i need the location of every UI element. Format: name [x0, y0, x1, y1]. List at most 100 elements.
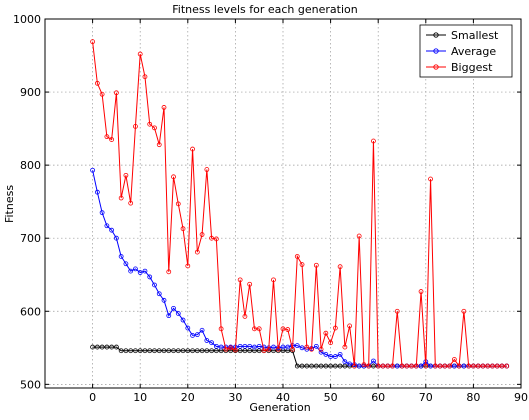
data-point-biggest — [114, 90, 119, 96]
data-point-biggest — [209, 235, 215, 241]
data-point-average — [299, 345, 305, 351]
data-point-average — [156, 291, 162, 297]
legend-label-biggest: Biggest — [451, 61, 493, 74]
data-point-biggest — [232, 347, 238, 353]
y-tick-label: 800 — [20, 159, 41, 172]
data-point-average — [394, 363, 400, 369]
data-point-biggest — [90, 39, 95, 45]
data-point-biggest — [466, 363, 472, 369]
x-tick-label: 70 — [419, 391, 433, 404]
data-point-biggest — [161, 105, 167, 110]
data-point-smallest — [175, 348, 181, 354]
data-point-smallest — [166, 348, 172, 354]
data-point-average — [147, 274, 153, 280]
data-point-average — [371, 358, 376, 364]
data-point-biggest — [294, 254, 300, 259]
x-tick-label: 40 — [276, 391, 290, 404]
data-point-biggest — [237, 277, 243, 283]
data-point-smallest — [128, 348, 134, 354]
data-point-average — [161, 297, 167, 303]
data-point-average — [237, 343, 243, 349]
data-point-average — [94, 189, 100, 195]
data-point-biggest — [104, 134, 110, 140]
data-point-average — [285, 344, 291, 350]
data-point-biggest — [309, 346, 314, 352]
data-point-smallest — [161, 348, 167, 354]
x-tick-label: 60 — [371, 391, 385, 404]
data-point-biggest — [432, 363, 438, 369]
data-point-average — [99, 210, 105, 216]
data-point-biggest — [323, 330, 329, 336]
data-point-smallest — [204, 348, 210, 354]
data-point-average — [280, 344, 286, 350]
x-axis-label: Generation — [249, 401, 310, 414]
x-tick-label: 90 — [514, 391, 528, 404]
y-tick-label: 700 — [20, 232, 41, 245]
data-point-smallest — [94, 344, 100, 350]
data-point-average — [90, 167, 95, 173]
data-point-smallest — [318, 363, 324, 369]
data-point-average — [171, 305, 176, 311]
data-point-biggest — [156, 142, 162, 148]
data-point-biggest — [351, 363, 357, 369]
data-point-biggest — [409, 363, 414, 369]
data-point-biggest — [475, 363, 481, 369]
y-axis-label: Fitness — [3, 185, 16, 223]
data-point-smallest — [118, 348, 124, 354]
data-point-biggest — [494, 363, 500, 369]
data-point-biggest — [137, 51, 143, 57]
data-point-biggest — [247, 281, 253, 287]
data-point-biggest — [194, 249, 200, 255]
data-point-average — [347, 361, 353, 367]
data-point-biggest — [261, 348, 267, 354]
data-point-average — [318, 349, 324, 355]
x-tick-label: 20 — [181, 391, 195, 404]
data-point-biggest — [280, 326, 286, 332]
data-point-average — [247, 343, 253, 349]
data-point-biggest — [152, 125, 157, 131]
data-point-biggest — [213, 236, 219, 242]
data-point-smallest — [299, 363, 305, 369]
data-point-biggest — [142, 74, 148, 80]
data-point-biggest — [175, 201, 181, 207]
data-point-biggest — [290, 346, 295, 352]
data-point-biggest — [423, 363, 429, 369]
data-point-average — [185, 325, 191, 331]
legend-label-average: Average — [451, 45, 496, 58]
data-point-biggest — [394, 308, 400, 314]
y-tick-label: 900 — [20, 86, 41, 99]
data-point-biggest — [185, 263, 191, 269]
data-point-smallest — [147, 348, 153, 354]
data-point-biggest — [190, 146, 195, 152]
data-point-biggest — [332, 325, 338, 331]
legend-item-smallest: Smallest — [426, 29, 499, 42]
legend-item-average: Average — [426, 45, 496, 58]
data-point-average — [133, 266, 138, 272]
data-point-biggest — [437, 363, 443, 369]
legend-marker-biggest — [433, 64, 439, 70]
data-point-biggest — [366, 363, 372, 369]
data-point-smallest — [142, 348, 148, 354]
data-point-biggest — [242, 313, 248, 319]
x-tick-label: 10 — [133, 391, 147, 404]
data-point-biggest — [123, 172, 129, 178]
legend-item-biggest: Biggest — [426, 61, 493, 74]
data-point-average — [428, 363, 433, 369]
data-point-biggest — [171, 174, 176, 180]
data-point-biggest — [199, 232, 205, 237]
data-point-biggest — [356, 233, 362, 239]
data-point-average — [418, 363, 424, 369]
data-point-average — [152, 282, 157, 288]
data-point-biggest — [328, 340, 334, 346]
data-point-smallest — [180, 348, 186, 354]
data-point-biggest — [413, 363, 419, 369]
data-point-biggest — [347, 323, 353, 329]
y-tick-label: 600 — [20, 305, 41, 318]
data-point-average — [271, 344, 276, 350]
data-point-smallest — [313, 363, 319, 369]
data-point-biggest — [361, 362, 367, 368]
data-point-smallest — [114, 344, 119, 350]
data-point-biggest — [480, 363, 486, 369]
series-biggest — [90, 39, 510, 369]
